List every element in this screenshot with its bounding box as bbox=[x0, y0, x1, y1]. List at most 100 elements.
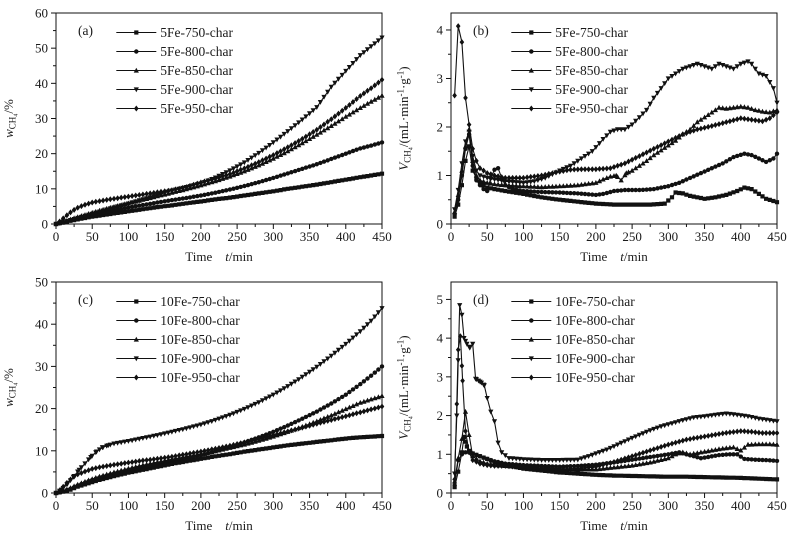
legend-label: 5Fe-850-char bbox=[160, 63, 233, 78]
panel-c-chart: 0 50 100 150 200 250 300 350 400 450 0 10 20 30 40 50 Ti… bbox=[1, 275, 392, 534]
y-tick-label: 40 bbox=[35, 76, 48, 91]
panel-tag: (b) bbox=[473, 23, 489, 38]
y-tick-label: 1 bbox=[437, 168, 444, 183]
x-tick-label: 250 bbox=[622, 498, 642, 513]
legend-label: 10Fe-900-char bbox=[160, 351, 240, 366]
series-10Fe-900-char bbox=[53, 306, 385, 496]
series-5Fe-750-char bbox=[452, 144, 780, 219]
y-tick-label: 5 bbox=[437, 292, 444, 307]
x-axis-label: Time t/min bbox=[185, 518, 253, 533]
x-tick-label: 50 bbox=[481, 229, 494, 244]
x-tick-label: 350 bbox=[300, 498, 320, 513]
x-tick-label: 250 bbox=[622, 229, 642, 244]
y-tick-label: 4 bbox=[437, 331, 444, 346]
x-tick-label: 450 bbox=[372, 229, 392, 244]
y-tick-label: 0 bbox=[42, 217, 49, 232]
y-tick-label: 4 bbox=[437, 22, 444, 37]
y-tick-label: 10 bbox=[35, 181, 48, 196]
x-tick-label: 100 bbox=[514, 229, 534, 244]
x-tick-label: 200 bbox=[586, 498, 606, 513]
x-axis-label: Time t/min bbox=[185, 249, 253, 264]
legend-label: 5Fe-900-char bbox=[160, 82, 233, 97]
x-tick-label: 300 bbox=[264, 229, 284, 244]
series-5Fe-750-char bbox=[53, 171, 385, 227]
axes: 0 50 100 150 200 250 300 350 400 450 0 1 2 3 4 5 bbox=[437, 281, 787, 513]
y-tick-label: 0 bbox=[437, 217, 444, 232]
x-tick-label: 350 bbox=[300, 229, 320, 244]
x-tick-label: 150 bbox=[155, 498, 175, 513]
panel-a: 0 50 100 150 200 250 300 350 400 450 0 10 20 30 40 50 60… bbox=[0, 0, 395, 269]
y-tick-label: 3 bbox=[437, 369, 444, 384]
x-tick-label: 250 bbox=[227, 498, 247, 513]
legend: 10Fe-750-char 10Fe-800-char 10Fe-850-char 1… bbox=[511, 294, 635, 385]
y-tick-label: 3 bbox=[437, 71, 444, 86]
x-tick-label: 50 bbox=[481, 498, 494, 513]
series-10Fe-950-char bbox=[53, 403, 385, 496]
y-tick-label: 40 bbox=[35, 317, 48, 332]
y-tick-label: 30 bbox=[35, 111, 48, 126]
axes: 0 50 100 150 200 250 300 350 400 450 0 10 20 30 40 50 60 bbox=[35, 6, 392, 245]
legend-label: 10Fe-850-char bbox=[160, 332, 240, 347]
y-tick-label: 20 bbox=[35, 401, 48, 416]
y-tick-label: 2 bbox=[437, 119, 444, 134]
x-tick-label: 100 bbox=[514, 498, 534, 513]
legend-label: 5Fe-850-char bbox=[555, 63, 628, 78]
legend-label: 10Fe-750-char bbox=[555, 294, 635, 309]
x-tick-label: 50 bbox=[86, 498, 99, 513]
panel-d: 0 50 100 150 200 250 300 350 400 450 0 1 2 3 4 5 Time t/… bbox=[395, 269, 790, 538]
x-tick-label: 300 bbox=[264, 498, 284, 513]
y-tick-label: 2 bbox=[437, 408, 444, 423]
y-tick-label: 0 bbox=[437, 486, 444, 501]
y-axis-label: wCH₄/% bbox=[1, 99, 18, 138]
y-tick-label: 30 bbox=[35, 359, 48, 374]
y-tick-label: 10 bbox=[35, 443, 48, 458]
axes: 0 50 100 150 200 250 300 350 400 450 0 1 2 3 4 bbox=[437, 12, 787, 244]
series-5Fe-900-char bbox=[452, 59, 780, 213]
x-tick-label: 300 bbox=[659, 229, 679, 244]
x-tick-label: 400 bbox=[336, 498, 356, 513]
y-tick-label: 0 bbox=[42, 486, 49, 501]
y-axis-label: VCH₄/(mL·min-1·g-1) bbox=[396, 66, 413, 170]
x-tick-label: 200 bbox=[191, 229, 211, 244]
legend-label: 5Fe-950-char bbox=[555, 101, 628, 116]
x-tick-label: 150 bbox=[550, 498, 570, 513]
x-tick-label: 200 bbox=[191, 498, 211, 513]
legend-label: 10Fe-950-char bbox=[555, 370, 635, 385]
y-axis-label: VCH₄/(mL·min-1·g-1) bbox=[396, 335, 413, 439]
series-10Fe-950-char bbox=[452, 333, 780, 483]
legend-label: 5Fe-800-char bbox=[160, 44, 233, 59]
axes: 0 50 100 150 200 250 300 350 400 450 0 10 20 30 40 50 bbox=[35, 275, 392, 514]
x-tick-label: 0 bbox=[448, 229, 455, 244]
panel-tag: (d) bbox=[473, 292, 489, 307]
y-tick-label: 1 bbox=[437, 447, 444, 462]
panel-a-chart: 0 50 100 150 200 250 300 350 400 450 0 10 20 30 40 50 60… bbox=[1, 6, 392, 265]
series-10Fe-750-char bbox=[53, 433, 385, 496]
panel-c: 0 50 100 150 200 250 300 350 400 450 0 10 20 30 40 50 Ti… bbox=[0, 269, 395, 538]
panel-b-chart: 0 50 100 150 200 250 300 350 400 450 0 1 2 3 4 Time t/m… bbox=[396, 12, 787, 264]
x-tick-label: 0 bbox=[448, 498, 455, 513]
panel-b: 0 50 100 150 200 250 300 350 400 450 0 1 2 3 4 Time t/m… bbox=[395, 0, 790, 269]
series-10Fe-900-char bbox=[452, 303, 780, 477]
legend: 5Fe-750-char 5Fe-800-char 5Fe-850-char 5Fe-… bbox=[116, 25, 234, 116]
legend-label: 10Fe-800-char bbox=[555, 313, 635, 328]
series-5Fe-850-char bbox=[452, 103, 780, 214]
legend-label: 5Fe-750-char bbox=[555, 25, 628, 40]
x-tick-label: 400 bbox=[731, 229, 751, 244]
x-tick-label: 0 bbox=[53, 229, 60, 244]
legend: 5Fe-750-char 5Fe-800-char 5Fe-850-char 5Fe-… bbox=[511, 25, 629, 116]
y-tick-label: 50 bbox=[35, 41, 48, 56]
series-10Fe-850-char bbox=[452, 408, 780, 484]
legend-label: 5Fe-950-char bbox=[160, 101, 233, 116]
x-tick-label: 50 bbox=[86, 229, 99, 244]
series-5Fe-950-char bbox=[53, 76, 385, 227]
legend-label: 5Fe-750-char bbox=[160, 25, 233, 40]
x-tick-label: 150 bbox=[550, 229, 570, 244]
panel-tag: (c) bbox=[78, 292, 93, 307]
x-tick-label: 450 bbox=[767, 229, 787, 244]
x-tick-label: 200 bbox=[586, 229, 606, 244]
x-tick-label: 100 bbox=[119, 229, 139, 244]
x-tick-label: 0 bbox=[53, 498, 60, 513]
x-tick-label: 450 bbox=[767, 498, 787, 513]
y-tick-label: 20 bbox=[35, 146, 48, 161]
